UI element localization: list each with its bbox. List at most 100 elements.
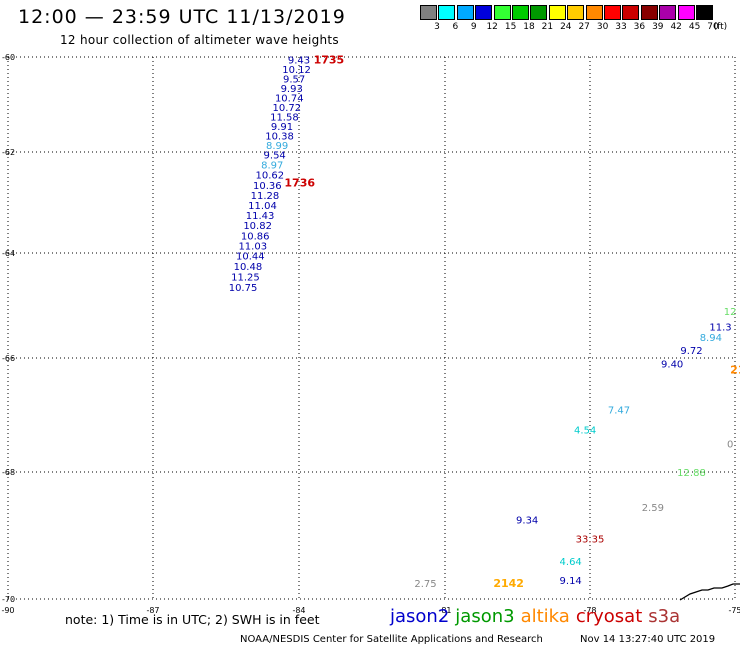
colorbar-swatch	[530, 5, 548, 20]
wave-height-reading: 4.64	[560, 557, 582, 568]
lon-tick-label: -87	[146, 606, 159, 615]
legend-altika: altika	[520, 606, 570, 627]
lon-tick-label: -81	[438, 606, 451, 615]
coastline	[679, 583, 740, 601]
colorbar-label: 39	[652, 22, 664, 32]
colorbar-label: 6	[452, 22, 459, 32]
colorbar-swatch	[493, 5, 511, 20]
wave-height-reading: 10.38	[265, 131, 294, 142]
wave-height-reading: 9.34	[516, 516, 538, 527]
wave-height-reading: 8.94	[700, 333, 722, 344]
lat-tick-label: -66	[2, 354, 15, 363]
map-title: 12:00 — 23:59 UTC 11/13/2019	[18, 6, 346, 28]
colorbar-swatch	[548, 5, 566, 20]
wave-height-reading: 11.43	[246, 211, 275, 222]
legend-cryosat: cryosat	[575, 606, 643, 627]
colorbar-label: 15	[504, 22, 517, 32]
wave-height-reading: 9.91	[271, 122, 293, 133]
wave-height-reading: 12	[724, 307, 737, 318]
footer-credit: NOAA/NESDIS Center for Satellite Applica…	[240, 634, 543, 645]
colorbar-swatch	[696, 5, 713, 20]
colorbar-swatch	[585, 5, 603, 20]
wave-height-reading: 7.47	[608, 405, 630, 416]
wave-height-reading: 8.97	[261, 161, 283, 172]
legend-jason3: jason3	[455, 606, 515, 627]
colorbar-label: 36	[633, 22, 646, 32]
colorbar-label: 21	[541, 22, 554, 32]
colorbar-swatch	[677, 5, 695, 20]
wave-height-reading: 11.04	[248, 201, 277, 212]
colorbar-swatch	[512, 5, 529, 20]
colorbar-swatch	[640, 5, 658, 20]
colorbar-label: 27	[578, 22, 590, 32]
colorbar-swatch	[420, 5, 437, 20]
wave-height-reading: 9.43	[288, 55, 310, 66]
wave-height-reading: 33.35	[576, 535, 605, 546]
satellite-legend: jason2 jason3 altika cryosat s3a	[390, 606, 686, 627]
colorbar-label: 45	[688, 22, 701, 32]
map-subtitle: 12 hour collection of altimeter wave hei…	[60, 33, 339, 47]
wave-height-reading: 2.75	[414, 579, 436, 590]
lat-tick-label: -60	[2, 53, 15, 62]
legend-jason2: jason2	[390, 606, 450, 627]
wave-height-reading: 4.54	[574, 425, 596, 436]
lon-tick-label: -90	[1, 606, 14, 615]
footer-timestamp: Nov 14 13:27:40 UTC 2019	[580, 634, 716, 645]
wave-height-reading: 9.57	[283, 74, 305, 85]
colorbar-label: 12	[486, 22, 498, 32]
wave-height-reading: 10.36	[253, 181, 282, 192]
wave-height-reading: 10.74	[275, 93, 304, 104]
pass-time-label: 21	[730, 363, 740, 376]
wave-height-reading: 11.03	[238, 241, 267, 252]
wave-height-reading: 10.72	[273, 103, 302, 114]
colorbar-label: 42	[670, 22, 682, 32]
wave-height-reading: 0	[727, 440, 733, 451]
colorbar-label: 18	[523, 22, 535, 32]
pass-time-label: 2142	[493, 577, 524, 590]
colorbar-swatch	[438, 5, 456, 20]
lat-tick-label: -62	[2, 148, 15, 157]
wave-height-reading: 10.12	[282, 65, 311, 76]
wave-height-reading: 11.58	[270, 112, 299, 123]
colorbar-swatch	[659, 5, 677, 20]
wave-height-reading: 11.25	[231, 273, 260, 284]
colorbar-label: 9	[470, 22, 477, 32]
colorbar-label: 70	[707, 22, 719, 32]
wave-height-reading: 9.93	[281, 84, 303, 95]
wave-height-reading: 9.54	[264, 151, 286, 162]
lon-tick-label: -75	[728, 606, 740, 615]
lat-lon-grid	[7, 56, 736, 600]
colorbar-label: 3	[434, 22, 440, 32]
colorbar-unit: (ft)	[713, 22, 728, 32]
wave-height-reading: 9.40	[661, 360, 683, 371]
wave-height-reading: 9.14	[560, 576, 582, 587]
lat-tick-label: -70	[2, 595, 15, 604]
wave-height-readings: 9.4310.129.579.9310.7410.7211.589.9110.3…	[229, 53, 740, 590]
lat-tick-label: -68	[2, 468, 15, 477]
wave-height-reading: 11.3	[709, 323, 731, 334]
colorbar-swatch	[622, 5, 640, 20]
wave-height-reading: 10.86	[241, 231, 270, 242]
lon-tick-label: -84	[292, 606, 305, 615]
legend-s3a: s3a	[648, 606, 681, 627]
wave-height-reading: 12.88	[677, 468, 706, 479]
wave-height-reading: 10.48	[234, 262, 263, 273]
wave-height-reading: 9.72	[680, 346, 702, 357]
wave-height-reading: 10.82	[243, 221, 272, 232]
wave-height-reading: 8.99	[266, 141, 288, 152]
wave-height-reading: 10.75	[229, 283, 258, 294]
wave-height-reading: 11.28	[251, 191, 280, 202]
wave-height-colorbar: 3 6 9 12 15 18 21 24 27 30 33 36 39 42 45 70 (ft)	[420, 5, 732, 35]
lat-tick-label: -64	[2, 249, 15, 258]
colorbar-swatch	[456, 5, 474, 20]
wave-height-reading: 2.59	[642, 503, 664, 514]
note-text: note: 1) Time is in UTC; 2) SWH is in fe…	[65, 612, 320, 627]
wave-height-reading: 10.44	[236, 252, 265, 263]
colorbar-swatch	[567, 5, 585, 20]
wave-height-reading: 10.62	[255, 171, 284, 182]
axis-ticks: -90 -87 -84 -81 -78 -75 -60 -62 -64 -66 -68 -70	[1, 53, 740, 615]
colorbar-label: 24	[560, 22, 572, 32]
colorbar-label: 33	[615, 22, 627, 32]
pass-time-label: 1736	[284, 176, 315, 189]
